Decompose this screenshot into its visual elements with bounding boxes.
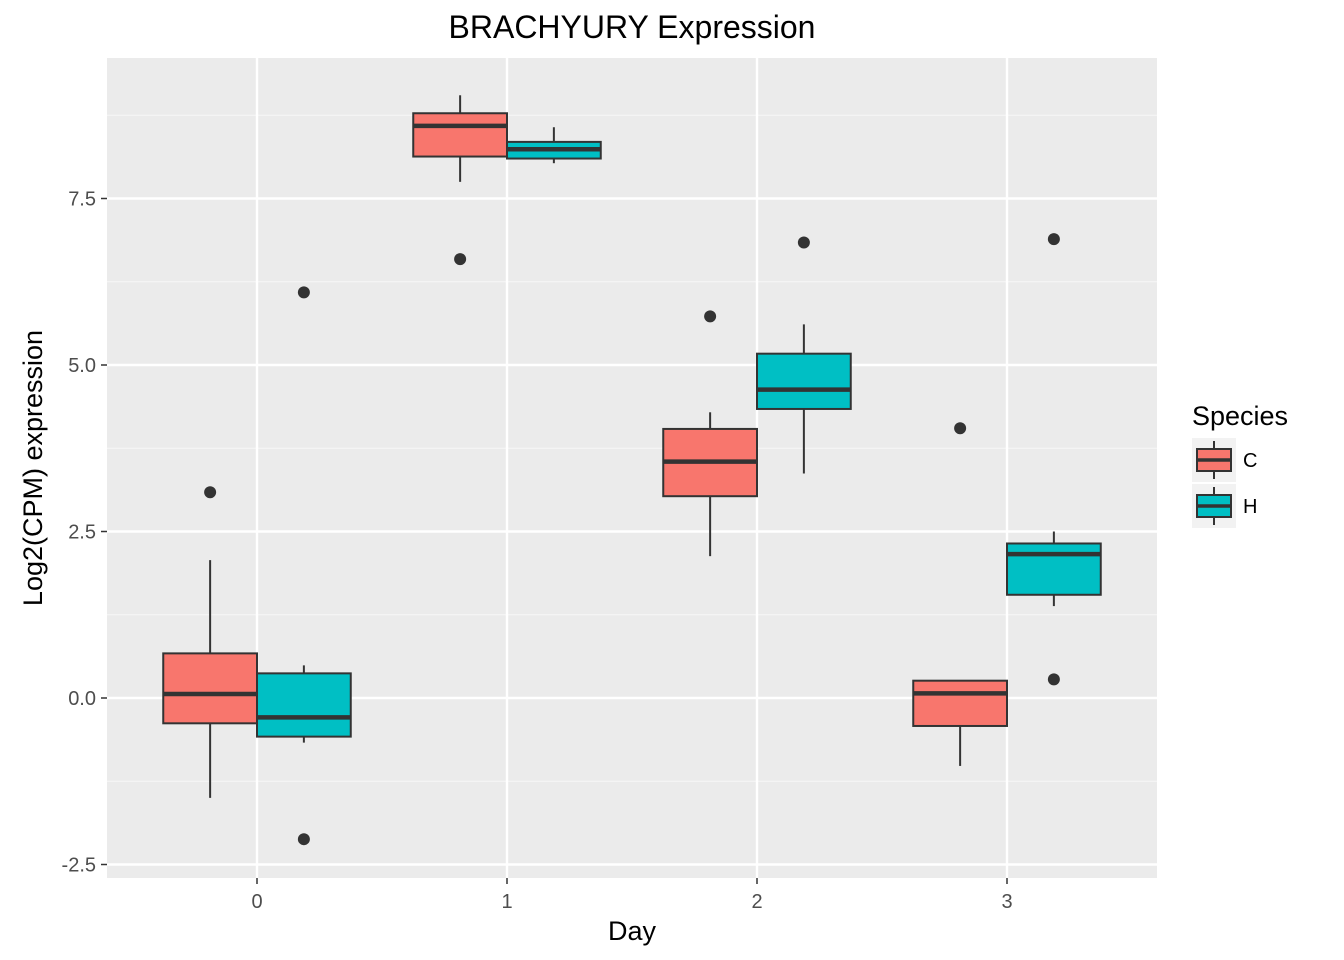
y-tick-label: 0.0 [68, 688, 96, 710]
minor-gridlines [107, 114, 1157, 782]
outlier-point [454, 253, 467, 266]
outlier-point [297, 833, 310, 846]
boxplot-C-day-1 [412, 95, 508, 266]
boxplot-C-day-0 [162, 486, 258, 798]
box [912, 679, 1008, 727]
legend-keys: CH [1192, 438, 1257, 528]
box [756, 352, 852, 410]
x-tick-label: 3 [1001, 891, 1012, 913]
y-axis: -2.5 0.0 2.5 5.0 7.5 [62, 189, 107, 877]
y-tick-label: 2.5 [68, 522, 96, 544]
outlier-point [297, 286, 310, 299]
box [1006, 542, 1102, 596]
boxplot-H-day-3 [1006, 233, 1102, 686]
outlier-point [704, 310, 717, 323]
outlier-point [954, 422, 967, 435]
legend-key-H: H [1192, 484, 1257, 528]
boxplot-H-day-1 [506, 127, 602, 164]
box [162, 652, 258, 725]
x-tick-label: 0 [251, 891, 262, 913]
legend-title: Species [1192, 401, 1288, 431]
x-tick-label: 1 [501, 891, 512, 913]
legend-key-C: C [1192, 438, 1257, 482]
box [412, 112, 508, 158]
outlier-point [1047, 673, 1060, 686]
y-axis-title: Log2(CPM) expression [18, 330, 48, 606]
boxplot-C-day-2 [662, 310, 758, 557]
legend-label-H: H [1243, 496, 1257, 518]
legend-label-C: C [1243, 450, 1257, 472]
outlier-point [1047, 233, 1060, 246]
box [256, 672, 352, 738]
y-tick-label: 5.0 [68, 355, 96, 377]
boxplot-H-day-0 [256, 286, 352, 846]
outlier-point [797, 236, 810, 249]
x-tick-label: 2 [751, 891, 762, 913]
plot-panel [107, 58, 1157, 878]
outlier-point [204, 486, 217, 499]
boxplot-H-day-2 [756, 236, 852, 474]
y-tick-label: -2.5 [62, 855, 96, 877]
chart-title: BRACHYURY Expression [449, 9, 816, 45]
boxplot-marks [162, 95, 1102, 846]
boxplot-C-day-3 [912, 422, 1008, 766]
legend: Species CH [1192, 401, 1288, 528]
x-axis-title: Day [608, 916, 657, 946]
y-tick-label: 7.5 [68, 189, 96, 211]
x-axis: 0 1 2 3 [251, 878, 1013, 913]
